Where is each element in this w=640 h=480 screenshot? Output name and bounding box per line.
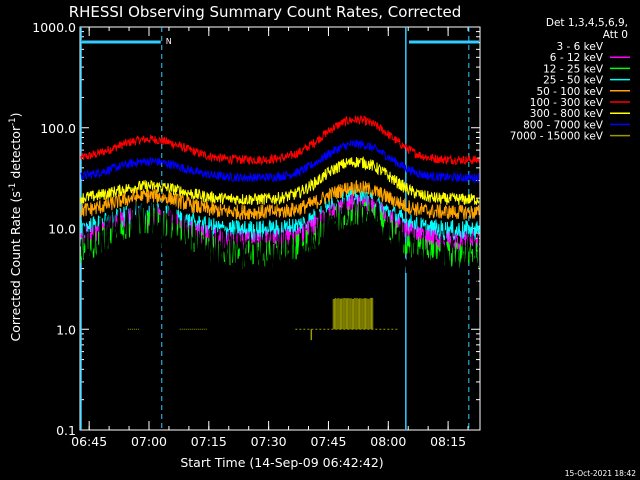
x-tick-label: 07:45 (310, 434, 346, 449)
y-tick-label: 1000.0 (32, 20, 76, 35)
series-lines (80, 114, 480, 341)
legend-entry-label: 6 - 12 keV (550, 52, 604, 64)
legend-entry-label: 50 - 100 keV (536, 86, 603, 98)
y-tick-label: 100.0 (40, 121, 76, 136)
series-line-50-100keV (80, 180, 480, 221)
series-line-300-800keV (80, 156, 480, 206)
series-line-7000-15000keV (127, 297, 400, 341)
series-line-800-7000keV (80, 138, 480, 185)
x-tick-label: 06:45 (71, 434, 107, 449)
y-tick-label: 1.0 (56, 322, 76, 337)
series-line-3-6keV (80, 196, 480, 288)
legend-entry-label: 800 - 7000 keV (523, 119, 604, 131)
legend-header: Att 0 (603, 29, 628, 41)
legend-entry-label: 12 - 25 keV (543, 63, 604, 75)
legend-entry-label: 3 - 6 keV (556, 41, 603, 53)
chart-title: RHESSI Observing Summary Count Rates, Co… (69, 3, 462, 21)
legend-header: Det 1,3,4,5,6,9, (546, 17, 628, 29)
legend-entry-label: 7000 - 15000 keV (510, 131, 604, 143)
x-tick-label: 07:30 (251, 434, 287, 449)
x-axis-ticks: 06:45 07:00 07:15 07:30 07:45 08:00 08:15 (71, 27, 469, 449)
x-tick-label: 08:15 (430, 434, 466, 449)
x-tick-label: 07:15 (191, 434, 227, 449)
flag-label: N (166, 37, 172, 46)
legend-entry-label: 300 - 800 keV (530, 108, 604, 120)
series-line-100-300keV (80, 114, 480, 166)
y-tick-label: 10.0 (48, 222, 76, 237)
timestamp: 15-Oct-2021 18:42 (565, 469, 636, 478)
legend-entry-label: 100 - 300 keV (530, 97, 604, 109)
x-tick-label: 07:00 (131, 434, 167, 449)
x-tick-label: 08:00 (370, 434, 406, 449)
y-axis-label: Corrected Count Rate (s-1 detector-1) (8, 113, 23, 342)
legend-entry-label: 25 - 50 keV (543, 75, 604, 87)
x-axis-label: Start Time (14-Sep-09 06:42:42) (180, 455, 383, 470)
y-tick-label: 0.1 (56, 423, 76, 438)
